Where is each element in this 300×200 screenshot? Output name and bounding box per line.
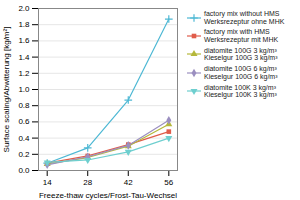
svg-text:2.0: 2.0 (18, 4, 30, 13)
html-text:factory mix without HMS Werksr: factory mix without HMS Werksrezeptur oh… (204, 10, 285, 25)
svg-text:42: 42 (124, 178, 133, 187)
svg-text:0.4: 0.4 (18, 134, 30, 143)
html-text:diatomite 100G 3 kg/m³ Kieselg: diatomite 100G 3 kg/m³ Kieselgur 100G 3 … (204, 46, 278, 62)
svg-text:1.2: 1.2 (18, 69, 30, 78)
svg-text:1.6: 1.6 (18, 36, 30, 45)
svg-text:1.8: 1.8 (18, 20, 30, 29)
svg-text:1.4: 1.4 (18, 53, 30, 62)
svg-text:28: 28 (83, 178, 92, 187)
svg-text:Surface scaling/Abwitterung [k: Surface scaling/Abwitterung [kg/m²] (2, 27, 11, 153)
svg-text:14: 14 (43, 178, 52, 187)
html-text:diatomite 100K 3 kg/m³ Kieselg: diatomite 100K 3 kg/m³ Kieselgur 100K 3 … (204, 83, 277, 99)
svg-text:56: 56 (164, 178, 173, 187)
svg-text:0.8: 0.8 (18, 101, 30, 110)
html-text:diatomite 100G 6 kg/m³ Kieselg: diatomite 100G 6 kg/m³ Kieselgur 100G 6 … (204, 65, 278, 80)
svg-text:0.2: 0.2 (18, 150, 30, 159)
svg-text:0.0: 0.0 (18, 166, 30, 175)
html-text:factory mix with HMS Werksreze: factory mix with HMS Werksrezeptur mit M… (204, 28, 279, 44)
svg-text:0.6: 0.6 (18, 117, 30, 126)
svg-text:1.0: 1.0 (18, 85, 30, 94)
svg-text:Freeze-thaw cycles/Frost-Tau-W: Freeze-thaw cycles/Frost-Tau-Wechsel (39, 191, 177, 200)
